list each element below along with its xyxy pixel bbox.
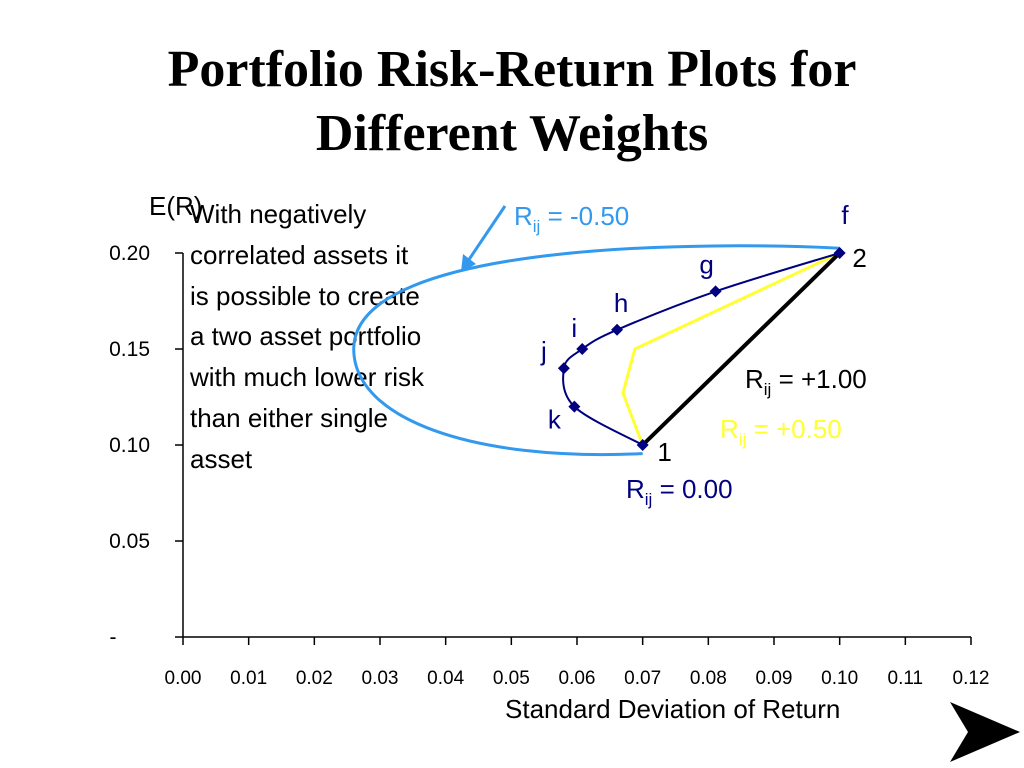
data-point-i — [576, 343, 589, 355]
y-tick-label: 0.10 — [109, 434, 150, 457]
point-label-j: j — [540, 336, 547, 366]
y-tick-label: 0.15 — [109, 338, 150, 361]
x-tick-label: 0.02 — [296, 668, 333, 689]
title-line-2: Different Weights — [315, 105, 709, 162]
point-label-k: k — [548, 405, 562, 435]
explanatory-note: With negatively correlated assets it is … — [190, 199, 425, 474]
x-axis-label: Standard Deviation of Return — [505, 694, 841, 724]
point-label-1: 1 — [657, 437, 671, 467]
annotation-f: f — [841, 200, 849, 230]
series-line-rij-plus-100 — [641, 251, 842, 447]
y-axis-label: E(R) — [149, 191, 203, 221]
y-tick-label: 0.20 — [109, 242, 150, 265]
x-tick-label: 0.04 — [427, 668, 464, 689]
x-tick-label: 0.12 — [953, 668, 990, 689]
annotation-rij-0-00: Rij = 0.00 — [626, 474, 733, 509]
callout-arrow-head — [461, 254, 476, 272]
x-tick-label: 0.03 — [362, 668, 399, 689]
chart-markers — [557, 247, 846, 451]
y-tick-label: 0.05 — [109, 530, 150, 553]
series-line-rij-minus-050 — [352, 244, 840, 457]
data-point-k — [568, 400, 581, 413]
x-tick-label: 0.08 — [690, 668, 727, 689]
chart-axes: 0.00 0.01 0.02 0.03 0.04 0.05 0.06 0.07 0.08 0.09… — [109, 242, 989, 689]
annotation-rij-1-00: Rij = +1.00 — [745, 364, 867, 399]
x-tick-label: 0.09 — [756, 668, 793, 689]
point-label-h: h — [614, 288, 628, 318]
x-tick-label: 0.11 — [888, 668, 924, 689]
y-tick-label: - — [110, 626, 117, 649]
x-tick-label: 0.07 — [624, 668, 661, 689]
data-point-2 — [833, 247, 846, 259]
x-tick-label: 0.06 — [559, 668, 596, 689]
annotation-rij-0-50: Rij = +0.50 — [720, 414, 842, 449]
next-arrow-icon[interactable] — [948, 700, 1022, 764]
title-line-1: Portfolio Risk-Return Plots for — [167, 41, 857, 98]
data-point-g — [709, 285, 722, 298]
data-point-1 — [636, 439, 649, 451]
series-line-rij-plus-050 — [621, 251, 841, 446]
annotation-rij-0-50: Rij = -0.50 — [514, 201, 629, 236]
chart-labels: 1 k ji h g 2f Rij = -0.50 Rij = +1.00 Rij = +0.5… — [514, 200, 867, 509]
point-label-g: g — [699, 249, 713, 279]
x-tick-label: 0.00 — [165, 668, 202, 689]
point-label-i: i — [571, 313, 577, 343]
callout-arrow-shaft — [464, 205, 507, 265]
x-tick-label: 0.05 — [493, 668, 530, 689]
callout-arrow — [461, 205, 507, 272]
data-point-h — [611, 323, 624, 336]
data-point-j — [557, 362, 570, 375]
slide-title: Portfolio Risk-Return Plots for Differen… — [0, 38, 1024, 166]
x-tick-label: 0.10 — [821, 668, 858, 689]
x-tick-label: 0.01 — [230, 668, 267, 689]
point-label-2: 2 — [852, 243, 866, 273]
